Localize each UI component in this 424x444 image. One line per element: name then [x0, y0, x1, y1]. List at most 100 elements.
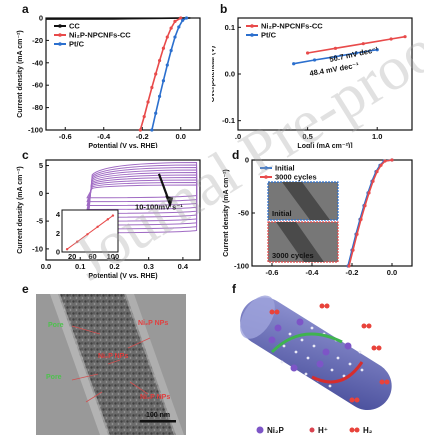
y-tick-label-b-1: 0.0: [225, 70, 235, 79]
y-tick-label-c-0: 5: [39, 161, 43, 170]
point-a-1-9: [173, 19, 177, 23]
point-d-1-10: [390, 158, 394, 162]
surface-dot: [282, 344, 286, 348]
inset-fiber-initial: [282, 182, 330, 220]
chart-c: 0.0 0.1 0.2 0.3 0.4 5 0 -5 -10 Potential (V vs. R…: [17, 159, 201, 280]
point-d-1-3: [359, 217, 363, 221]
y-tick-label-a-3: -60: [32, 81, 43, 90]
panel-a: a -0.6 -0.4 -0.2 0.0 0 -20 -40 -60 -80 -100 Potent…: [0, 0, 212, 150]
panel-d: d -0.6 -0.4 -0.2 0.0 0 -50 -100 Current density…: [212, 148, 424, 280]
inset-fiber-cycled: [276, 222, 324, 262]
ni2p-particle: [274, 324, 282, 332]
ni2p-particle: [322, 348, 330, 356]
point-b-1-1: [312, 58, 317, 62]
ni2p-particles: [268, 318, 364, 388]
tem-label-np-1: Ni₂P NPs: [138, 320, 168, 327]
y-axis-label-d: Current density (mA cm⁻²): [223, 169, 230, 256]
y-axis-label-b: Overpotential (V): [212, 46, 216, 102]
nanofiber: [50, 294, 184, 435]
point-b-0-3: [389, 37, 393, 41]
x-tick-label-b-2: 1.0: [372, 132, 382, 141]
scale-bar: [140, 420, 176, 423]
legend-label-a-1: Ni₂P-NPCNFs-CC: [69, 31, 131, 40]
point-a-1-5: [157, 58, 162, 63]
point-a-2-8: [181, 18, 185, 22]
x-tick-label-a-1: -0.4: [97, 132, 111, 141]
panel-e: e Pore Ni₂P NPs Ni₂P NPs Por: [0, 282, 212, 439]
legend-label-d-1: 3000 cycles: [275, 173, 317, 182]
y-axis-label-c: Current density (mA cm⁻²): [17, 166, 24, 253]
series-line-a-2: [151, 17, 187, 131]
panel-f: f Ni₂P H⁺ H₂: [212, 282, 424, 439]
scale-bar-label: 100 nm: [146, 412, 170, 419]
legend-marker-a-1: [58, 33, 62, 37]
point-b-1-4: [375, 48, 379, 52]
point-d-1-8: [379, 163, 383, 167]
surface-dot: [336, 356, 340, 360]
panel-a-label: a: [22, 2, 29, 16]
legend-marker-a-0: [58, 24, 62, 28]
scan-rate-label: 10-100mV s⁻¹: [135, 202, 183, 211]
surface-dot: [310, 326, 314, 330]
arrow-np-2: [129, 381, 149, 395]
arrow-pore-1: [71, 325, 101, 335]
x-axis-label-b: Log[j (mA cm⁻²)]: [297, 143, 352, 148]
legend-label-a-2: Pt/C: [69, 40, 85, 49]
tem-label-np-3: Ni₂P NPs: [140, 394, 170, 401]
inset-point-5: [111, 214, 115, 217]
ni2p-particle: [290, 364, 298, 372]
x-tick-label-d-2: -0.2: [346, 268, 359, 277]
legend-marker-d-1: [264, 175, 268, 179]
ni2p-particle: [316, 360, 324, 368]
point-a-1-4: [154, 72, 158, 76]
y-tick-label-d-0: 0: [245, 156, 249, 165]
inset-point-3: [96, 225, 99, 228]
panel-d-label: d: [232, 148, 240, 162]
inset-y-tick-2: 0: [56, 248, 60, 257]
point-b-1-3: [354, 51, 358, 55]
legend-label-b-1: Pt/C: [261, 31, 277, 40]
surface-dot: [280, 360, 284, 364]
point-a-2-1: [154, 111, 158, 115]
arrow-green: [270, 332, 343, 354]
tem-label-pore-2: Pore: [46, 374, 62, 381]
series-line-a-1: [139, 17, 182, 131]
inset-label-initial: Initial: [272, 209, 292, 218]
point-a-2-3: [161, 79, 166, 83]
legend-h2: H₂: [363, 426, 373, 435]
point-d-1-2: [355, 232, 359, 236]
inset-point-1: [76, 240, 79, 243]
point-d-1-5: [367, 191, 371, 195]
tem-label-pore-1: Pore: [48, 322, 64, 329]
scan-arrow-head: [165, 195, 174, 208]
y-tick-label-b-2: -0.1: [222, 116, 235, 125]
inset-y-tick-0: 4: [56, 210, 61, 219]
point-b-0-4: [403, 35, 407, 39]
y-tick-label-c-1: 0: [39, 189, 43, 198]
inset-point-0: [65, 248, 69, 251]
inset-point-4: [106, 218, 110, 221]
inset-x-tick-0: 20: [68, 252, 76, 261]
cv-loop-9: [86, 161, 198, 234]
legend-ni2p: Ni₂P: [267, 426, 285, 435]
inset-x-tick-1: 60: [88, 252, 96, 261]
point-d-1-0: [347, 264, 351, 268]
surface-dot: [312, 344, 316, 348]
x-tick-label-c-1: 0.1: [75, 262, 85, 271]
point-a-1-1: [142, 114, 146, 119]
chart-d: -0.6 -0.4 -0.2 0.0 0 -50 -100 Current density (…: [223, 156, 413, 277]
y-tick-label-a-5: -100: [28, 126, 43, 135]
x-tick-label-c-4: 0.4: [178, 262, 189, 271]
x-tick-label-b-0: .0: [235, 132, 241, 141]
inset-y-tick-1: 2: [56, 229, 60, 238]
legend-h-marker: [309, 427, 315, 433]
point-a-2-6: [173, 35, 177, 39]
surface-dot: [342, 374, 346, 378]
hydrogen-bubbles: [269, 303, 390, 403]
legend-marker-a-2: [58, 42, 62, 46]
y-tick-label-a-0: 0: [39, 14, 43, 23]
panel-b-label: b: [220, 2, 228, 16]
x-tick-label-b-1: 0.5: [302, 132, 312, 141]
point-a-2-9: [184, 16, 189, 20]
x-tick-label-a-0: -0.6: [59, 132, 72, 141]
